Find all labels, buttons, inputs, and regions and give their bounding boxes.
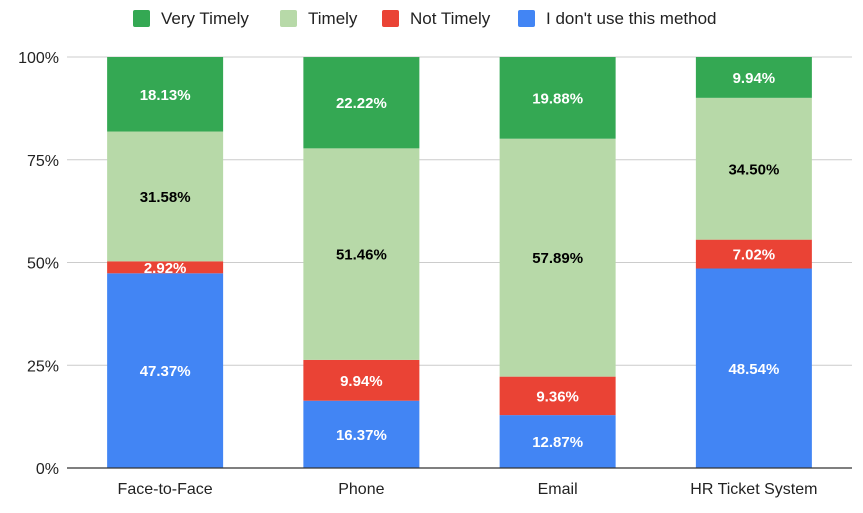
x-category-label: Email xyxy=(538,481,578,498)
data-label: 9.36% xyxy=(536,388,579,405)
bar-hr-ticket-system-very-timely xyxy=(695,57,812,98)
bar-email-not-timely xyxy=(499,376,616,416)
legend-swatch xyxy=(280,10,297,27)
legend-item-i-don-t-use-this-method: I don't use this method xyxy=(518,9,717,28)
bar-face-to-face-i-don-t-use-this-method xyxy=(107,273,224,468)
legend-item-very-timely: Very Timely xyxy=(133,9,249,28)
legend: Very Timely Timely Not Timely I don't use t… xyxy=(133,9,717,28)
x-axis: Face-to-Face Phone Email HR Ticket System xyxy=(67,467,852,498)
data-label: 22.22% xyxy=(336,95,387,112)
bar-phone-not-timely xyxy=(303,359,420,401)
data-label: 19.88% xyxy=(532,90,583,107)
bar-email-very-timely xyxy=(499,57,616,139)
y-tick-label: 25% xyxy=(27,358,59,375)
legend-label: Not Timely xyxy=(410,9,491,28)
bar-phone-very-timely xyxy=(303,57,420,149)
legend-item-not-timely: Not Timely xyxy=(382,9,491,28)
y-tick-label: 0% xyxy=(36,461,59,478)
bar-hr-ticket-system-i-don-t-use-this-method xyxy=(695,268,812,468)
data-labels: 47.37% 2.92% 31.58% 18.13% 16.37% 9.94% 51.46%… xyxy=(140,70,780,451)
data-label: 7.02% xyxy=(733,247,776,264)
legend-label: I don't use this method xyxy=(546,9,717,28)
legend-item-timely: Timely xyxy=(280,9,358,28)
x-category-label: Phone xyxy=(338,481,384,498)
y-tick-label: 50% xyxy=(27,256,59,273)
x-category-label: HR Ticket System xyxy=(690,481,817,498)
data-label: 16.37% xyxy=(336,427,387,444)
legend-swatch xyxy=(518,10,535,27)
y-axis: 0% 25% 50% 75% 100% xyxy=(18,50,59,478)
bar-hr-ticket-system-not-timely xyxy=(695,239,812,269)
x-category-label: Face-to-Face xyxy=(118,481,213,498)
data-label: 34.50% xyxy=(728,161,779,178)
bar-face-to-face-not-timely xyxy=(107,261,224,274)
data-label: 18.13% xyxy=(140,87,191,104)
legend-label: Timely xyxy=(308,9,358,28)
data-label: 57.89% xyxy=(532,250,583,267)
y-tick-label: 100% xyxy=(18,50,59,67)
data-label: 31.58% xyxy=(140,189,191,206)
data-label: 9.94% xyxy=(340,373,383,390)
bars xyxy=(107,57,812,468)
y-tick-label: 75% xyxy=(27,153,59,170)
bar-phone-timely xyxy=(303,148,420,360)
data-label: 12.87% xyxy=(532,434,583,451)
data-label: 48.54% xyxy=(728,361,779,378)
bar-email-i-don-t-use-this-method xyxy=(499,415,616,468)
data-label: 2.92% xyxy=(144,260,187,277)
bar-phone-i-don-t-use-this-method xyxy=(303,400,420,468)
data-label: 51.46% xyxy=(336,247,387,264)
data-label: 47.37% xyxy=(140,363,191,380)
bar-hr-ticket-system-timely xyxy=(695,97,812,240)
bar-email-timely xyxy=(499,138,616,377)
bar-face-to-face-timely xyxy=(107,131,224,262)
bar-face-to-face-very-timely xyxy=(107,57,224,132)
legend-swatch xyxy=(133,10,150,27)
legend-swatch xyxy=(382,10,399,27)
data-label: 9.94% xyxy=(733,70,776,87)
legend-label: Very Timely xyxy=(161,9,249,28)
